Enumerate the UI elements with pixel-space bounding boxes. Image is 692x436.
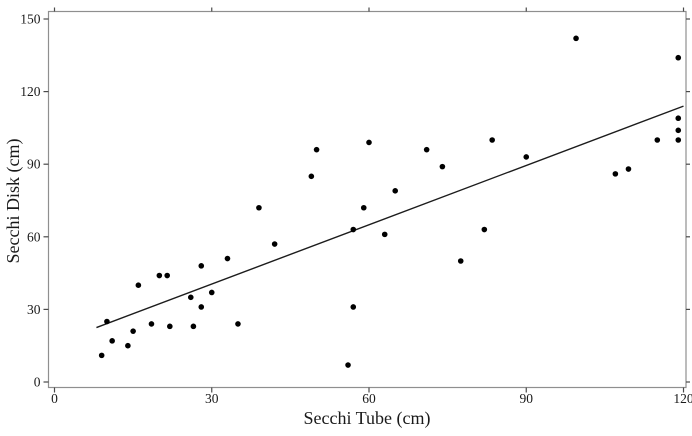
plot-frame	[47, 10, 687, 389]
data-point	[167, 323, 173, 330]
data-point	[675, 54, 682, 61]
data-point	[345, 362, 351, 368]
data-point	[156, 272, 163, 279]
data-point	[235, 321, 241, 327]
data-point	[313, 146, 320, 153]
data-point	[612, 171, 619, 177]
data-point	[271, 241, 278, 247]
data-point	[104, 318, 110, 325]
data-point	[481, 226, 488, 233]
y-tick-label: 30	[27, 302, 41, 317]
data-point	[148, 321, 155, 327]
data-point	[350, 304, 357, 310]
y-tick-label: 60	[27, 229, 41, 244]
data-point	[457, 258, 464, 264]
data-point	[675, 137, 682, 143]
x-tick-label: 30	[205, 391, 219, 406]
data-point	[190, 323, 197, 330]
data-point	[198, 304, 205, 310]
data-point	[308, 173, 315, 180]
trend-line-group	[96, 105, 684, 329]
data-point	[523, 154, 530, 160]
data-point	[654, 137, 661, 143]
data-point	[439, 163, 446, 170]
data-point	[256, 204, 262, 211]
data-point	[625, 166, 632, 172]
tick-marks	[43, 7, 690, 393]
data-point	[675, 127, 682, 134]
data-point	[360, 204, 367, 211]
x-tick-label: 60	[362, 391, 376, 406]
data-point	[489, 137, 495, 143]
data-point	[366, 139, 372, 146]
data-point	[98, 352, 105, 359]
data-point	[130, 328, 136, 334]
data-point	[224, 255, 231, 262]
data-points	[98, 35, 682, 368]
x-tick-label: 0	[51, 391, 58, 406]
x-tick-label: 90	[520, 391, 534, 406]
y-tick-label: 90	[27, 157, 41, 172]
data-point	[573, 35, 579, 42]
data-point	[392, 188, 399, 194]
data-point	[675, 115, 682, 122]
data-point	[208, 289, 215, 296]
data-point	[198, 263, 205, 269]
data-point	[135, 282, 142, 289]
y-tick-labels: 0 30 60 90 120 150	[20, 12, 41, 390]
data-point	[164, 272, 170, 279]
data-point	[381, 231, 388, 238]
trend-line	[96, 105, 684, 329]
data-point	[125, 342, 131, 349]
plot-border	[47, 10, 687, 389]
data-point	[187, 294, 194, 301]
data-point	[109, 338, 115, 344]
y-tick-label: 120	[20, 84, 41, 99]
data-point	[423, 146, 430, 153]
x-tick-label: 120	[673, 391, 692, 406]
y-tick-label: 150	[20, 12, 41, 27]
data-point	[350, 226, 357, 233]
y-tick-label: 0	[34, 375, 41, 390]
x-tick-labels: 0 30 60 90 120	[51, 391, 692, 406]
y-axis-title: Secchi Disk (cm)	[3, 139, 24, 264]
x-axis-title: Secchi Tube (cm)	[304, 408, 431, 429]
